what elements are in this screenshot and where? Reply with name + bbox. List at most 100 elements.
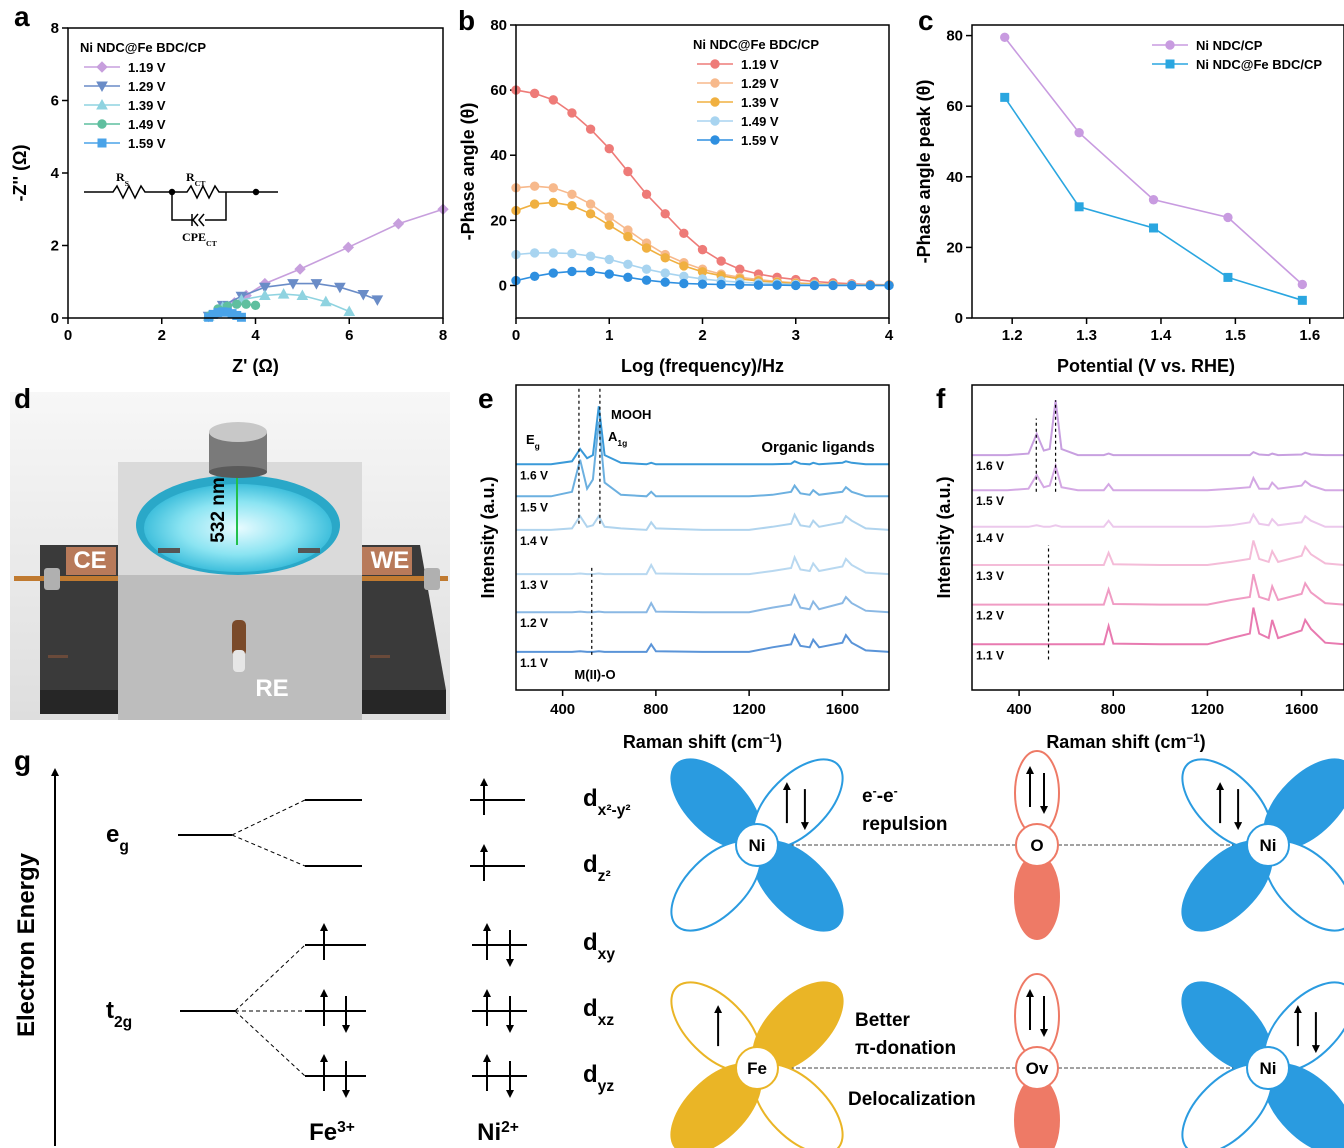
d-orbital	[670, 758, 844, 932]
spectrum-label: 1.2 V	[976, 609, 1004, 623]
x-tick-label: 4	[251, 327, 260, 344]
data-point	[548, 268, 558, 278]
annotation: Organic ligands	[761, 439, 874, 456]
x-tick-label: 800	[643, 701, 668, 718]
split-line	[231, 834, 306, 867]
text-part: yz	[598, 1078, 615, 1095]
data-point	[679, 278, 689, 289]
y-tick-label: 20	[490, 212, 507, 229]
data-point	[716, 279, 726, 290]
plot-frame	[515, 384, 890, 691]
legend-marker	[710, 78, 720, 88]
data-point	[529, 181, 540, 191]
text-part: z²	[598, 868, 611, 885]
p-orbital	[1014, 973, 1060, 1148]
text-part: g	[535, 441, 540, 451]
circuit-wire	[84, 184, 278, 221]
y-axis-label: Intensity (a.u.)	[934, 476, 954, 598]
text-part: e	[862, 786, 873, 807]
data-point	[259, 289, 271, 301]
split-line	[234, 944, 306, 1012]
plot-frame	[971, 24, 1344, 319]
data-point	[1074, 202, 1084, 212]
text-part: )	[1200, 732, 1206, 752]
data-point	[809, 280, 820, 291]
legend-marker	[710, 59, 720, 69]
data-point	[232, 299, 242, 309]
data-point	[1297, 295, 1307, 305]
spectrum-label: 1.6 V	[520, 468, 548, 482]
spectrum-label: 1.1 V	[520, 656, 548, 670]
legend-marker	[96, 61, 108, 73]
y-axis-label: -Phase angle (θ)	[458, 103, 478, 241]
legend-marker	[710, 135, 720, 145]
text-part: g	[119, 838, 129, 855]
x-tick-label: 0	[512, 327, 520, 344]
text-part: xz	[598, 1012, 615, 1029]
bond-label: π-donation	[855, 1038, 956, 1059]
data-point	[567, 266, 577, 277]
x-tick-label: 1600	[826, 701, 859, 718]
x-axis-label: Raman shift (cm−1)	[1046, 732, 1205, 753]
legend-marker	[710, 97, 720, 107]
orbital-overlap	[670, 750, 1344, 1148]
data-point	[567, 248, 577, 259]
text-part: Ni	[477, 1119, 501, 1146]
electrode-label: WE	[371, 547, 410, 574]
plot-frame	[971, 384, 1344, 691]
legend-label: 1.49 V	[741, 114, 779, 129]
data-point	[548, 183, 558, 193]
d-orbital	[1181, 981, 1344, 1148]
spectrum-label: 1.1 V	[976, 648, 1004, 662]
ce-rod	[14, 576, 120, 581]
spectrum	[516, 592, 890, 614]
data-point	[604, 269, 614, 279]
data-point	[296, 289, 309, 301]
text-part: −1	[1186, 732, 1200, 745]
legend-title: Ni NDC@Fe BDC/CP	[693, 37, 819, 52]
data-point	[772, 280, 782, 290]
legend-marker	[97, 138, 107, 148]
text-part: R	[186, 170, 195, 184]
data-point	[371, 295, 384, 306]
spectrum	[972, 400, 1344, 457]
text-part: d	[583, 995, 598, 1022]
atom-center	[735, 823, 779, 867]
data-point	[294, 263, 306, 275]
legend-marker	[96, 81, 108, 93]
y-tick-label: 0	[51, 310, 59, 327]
text-part: CT	[206, 239, 218, 248]
y-tick-label: 60	[946, 98, 963, 115]
orbital-label: dx²-y²	[583, 785, 631, 819]
data-point	[865, 280, 876, 291]
data-point	[250, 300, 261, 311]
data-point	[641, 243, 652, 253]
data-point	[623, 166, 633, 177]
text-part: Raman shift (cm	[623, 732, 763, 752]
data-point	[697, 279, 708, 289]
orbital-label: dxy	[583, 929, 615, 963]
legend-label: 1.39 V	[128, 98, 166, 113]
data-point	[660, 268, 670, 278]
clip	[44, 568, 60, 590]
electrode-label: CE	[73, 547, 106, 574]
data-point	[828, 280, 838, 291]
legend-marker	[1165, 40, 1175, 50]
bond-label: Delocalization	[848, 1089, 976, 1110]
data-point	[567, 108, 577, 118]
legend-label: 1.19 V	[128, 60, 166, 75]
x-axis-label: Log (frequency)/Hz	[621, 356, 784, 376]
data-point	[277, 288, 290, 299]
panel-letter: c	[918, 5, 934, 36]
data-point	[585, 124, 596, 134]
data-point	[1149, 223, 1159, 233]
node	[252, 188, 260, 196]
y-tick-label: 0	[499, 277, 507, 294]
annotation: A1g	[608, 429, 627, 448]
clip	[424, 568, 440, 590]
data-point	[548, 248, 558, 258]
circuit-label: RS	[116, 170, 129, 188]
x-tick-label: 3	[792, 327, 800, 344]
x-tick-label: 400	[550, 701, 575, 718]
text-part: Raman shift (cm	[1046, 732, 1186, 752]
